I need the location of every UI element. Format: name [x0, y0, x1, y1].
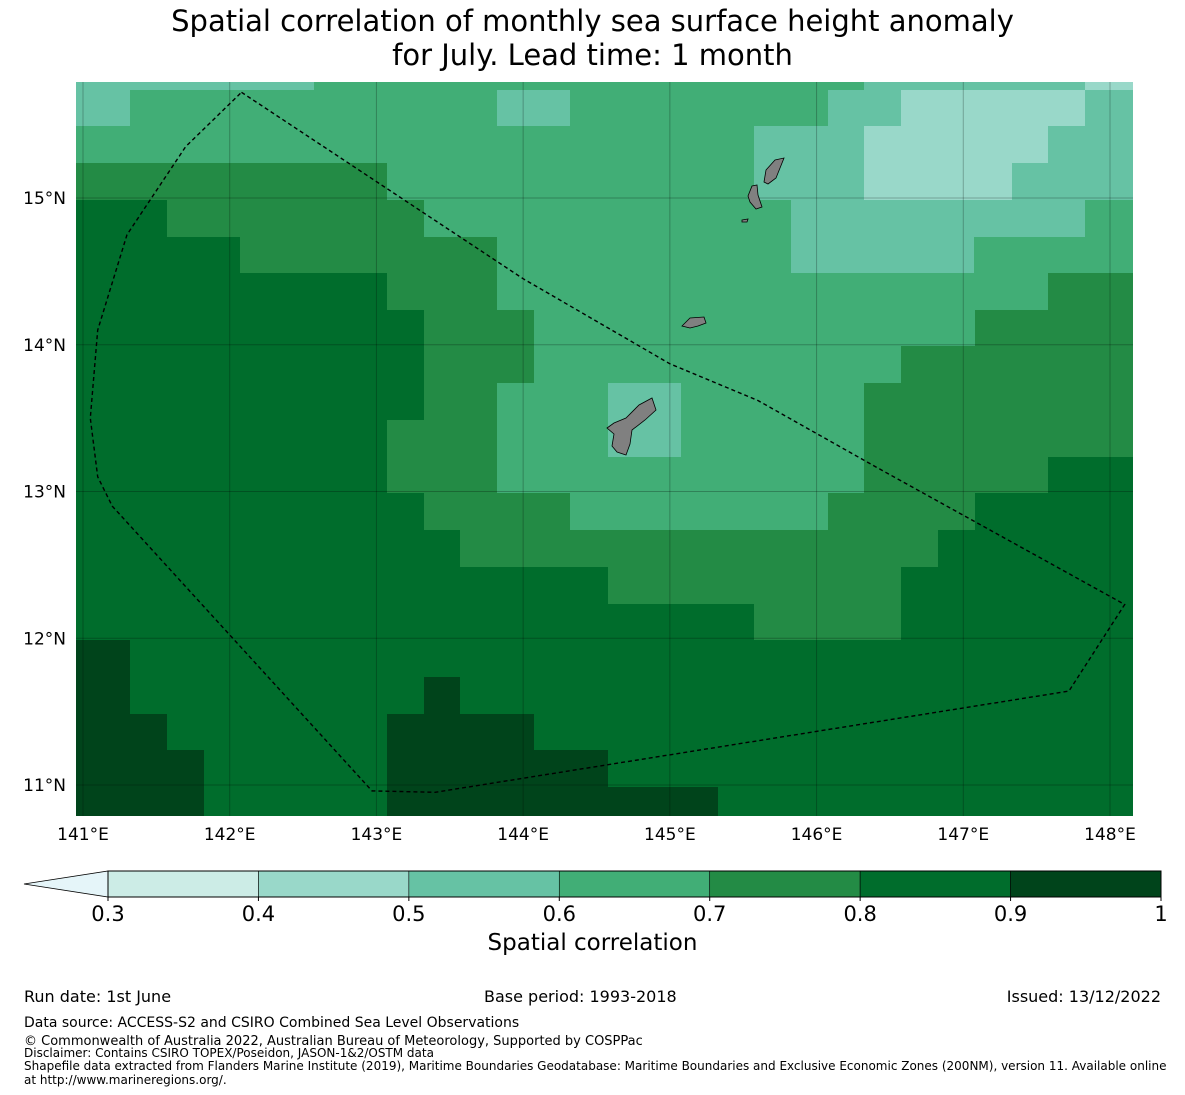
run-date: Run date: 1st June — [24, 987, 172, 1006]
colorbar-tick-label: 0.4 — [242, 902, 275, 926]
colorbar-tick-label: 0.8 — [843, 902, 876, 926]
lat-tick-label: 13°N — [23, 483, 66, 503]
data-source: Data source: ACCESS-S2 and CSIRO Combine… — [24, 1015, 520, 1031]
copyright-text: © Commonwealth of Australia 2022, Austra… — [24, 1034, 643, 1049]
correlation-region-3 — [497, 90, 570, 126]
colorbar-tick-label: 0.3 — [91, 902, 124, 926]
lon-tick-label: 146°E — [791, 825, 843, 845]
base-period: Base period: 1993-2018 — [484, 987, 677, 1006]
lat-tick-label: 12°N — [23, 629, 66, 649]
map-title: Spatial correlation of monthly sea surfa… — [0, 4, 1185, 72]
issued-date: Issued: 13/12/2022 — [1006, 987, 1161, 1006]
eez-boundary-line — [89, 91, 1126, 794]
lat-tick-label: 11°N — [23, 776, 66, 796]
lat-tick-label: 15°N — [23, 189, 66, 209]
island-shape-0 — [606, 397, 657, 456]
colorbar-title: Spatial correlation — [487, 930, 698, 956]
island-shape-1 — [681, 316, 707, 329]
colorbar-swatch — [258, 870, 410, 898]
correlation-region-6 — [864, 90, 1085, 200]
colorbar-swatch — [859, 870, 1011, 898]
lon-tick-label: 148°E — [1084, 825, 1136, 845]
colorbar-tick-label: 0.7 — [693, 902, 726, 926]
correlation-map: 141°E 142°E 143°E 144°E 145°E 146°E 147°E 148°E… — [23, 82, 1168, 926]
colorbar-tick-label: 0.5 — [392, 902, 425, 926]
lon-tick-label: 143°E — [351, 825, 403, 845]
colorbar-extend-arrow — [23, 870, 109, 898]
island-shape-3 — [747, 184, 763, 210]
title-line-2: for July. Lead time: 1 month — [392, 38, 793, 72]
title-line-1: Spatial correlation of monthly sea surfa… — [171, 4, 1014, 38]
lat-tick-label: 14°N — [23, 336, 66, 356]
lon-tick-label: 141°E — [57, 825, 109, 845]
lon-tick-label: 145°E — [644, 825, 696, 845]
island-shape-4 — [741, 218, 749, 223]
lon-tick-label: 142°E — [204, 825, 256, 845]
correlation-region-9 — [387, 677, 718, 816]
colorbar-tick-label: 0.9 — [994, 902, 1027, 926]
disclaimer-text: Disclaimer: Contains CSIRO TOPEX/Poseido… — [24, 1046, 434, 1060]
lon-tick-label: 147°E — [937, 825, 989, 845]
colorbar-tick-label: 0.6 — [543, 902, 576, 926]
colorbar-frame — [107, 870, 1162, 898]
lon-tick-label: 144°E — [497, 825, 549, 845]
colorbar-swatch — [558, 870, 711, 898]
shapefile-url: at http://www.marineregions.org/. — [24, 1073, 227, 1087]
colorbar-swatch — [408, 870, 560, 898]
colorbar-swatch — [709, 870, 861, 898]
correlation-region-7 — [1085, 82, 1133, 90]
shapefile-credit: Shapefile data extracted from Flanders M… — [24, 1059, 1167, 1073]
colorbar-swatch — [107, 870, 259, 898]
island-shape-2 — [763, 157, 785, 185]
colorbar-tick-label: 1 — [1154, 902, 1167, 926]
correlation-region-2 — [76, 82, 314, 126]
colorbar-swatch — [1010, 870, 1162, 898]
correlation-region-8 — [76, 640, 204, 816]
